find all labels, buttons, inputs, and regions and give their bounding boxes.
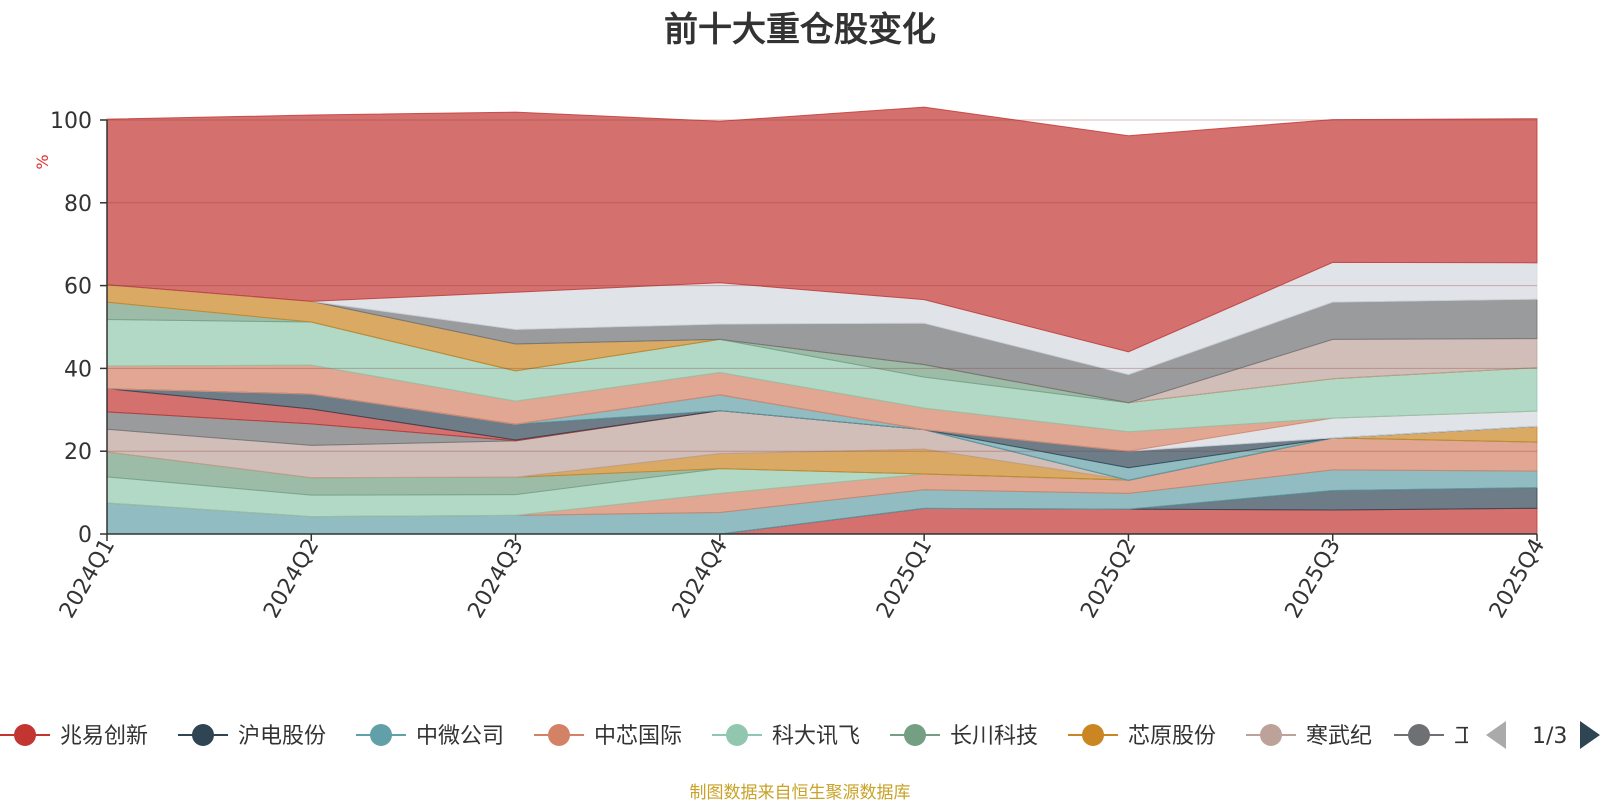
legend-item[interactable]: 中微公司: [356, 724, 504, 749]
legend-label: 寒武纪: [1306, 724, 1372, 749]
legend[interactable]: 兆易创新 沪电股份 中微公司 中芯国际 科大讯飞 长川科技 芯原股份 寒武纪 工业富联: [0, 724, 1542, 749]
x-tick-label: 2025Q4: [1485, 535, 1550, 623]
legend-marker-icon: [726, 724, 748, 746]
legend-marker-icon: [14, 724, 36, 746]
x-tick-label: 2025Q2: [1076, 535, 1141, 623]
y-axis-label: %: [33, 154, 52, 169]
legend-marker-icon: [192, 724, 214, 746]
x-tick-label: 2024Q4: [668, 535, 733, 623]
y-tick-label: 80: [64, 192, 92, 217]
data-source-note: 制图数据来自恒生聚源数据库: [689, 783, 911, 803]
legend-item[interactable]: 工业富联: [1394, 724, 1542, 749]
legend-prev-icon[interactable]: [1486, 721, 1506, 749]
legend-page-indicator: 1/3: [1532, 724, 1567, 749]
area-series-23[interactable]: [106, 106, 1538, 353]
legend-item[interactable]: 长川科技: [890, 724, 1038, 749]
legend-marker-icon: [1082, 724, 1104, 746]
legend-item[interactable]: 科大讯飞: [712, 724, 860, 749]
legend-item[interactable]: 沪电股份: [178, 724, 326, 749]
x-tick-label: 2024Q3: [463, 535, 528, 623]
x-tick-label: 2025Q1: [872, 535, 937, 623]
x-tick-label: 2025Q3: [1281, 535, 1346, 623]
grid-lines: [107, 119, 1537, 452]
legend-item[interactable]: 芯原股份: [1068, 724, 1216, 749]
legend-marker-icon: [370, 724, 392, 746]
x-tick-label: 2024Q2: [259, 535, 324, 623]
y-tick-label: 0: [78, 523, 92, 548]
legend-label: 中芯国际: [594, 724, 682, 749]
legend-label: 工业富联: [1454, 724, 1542, 749]
legend-item[interactable]: 中芯国际: [534, 724, 682, 749]
legend-label: 兆易创新: [60, 724, 148, 749]
legend-marker-icon: [904, 724, 926, 746]
legend-label: 沪电股份: [238, 724, 326, 749]
legend-marker-icon: [1408, 724, 1430, 746]
legend-item[interactable]: 兆易创新: [0, 724, 148, 749]
legend-label: 中微公司: [416, 724, 504, 749]
area-layers: [106, 106, 1538, 535]
legend-next-icon[interactable]: [1580, 721, 1600, 749]
legend-label: 芯原股份: [1128, 724, 1216, 749]
y-tick-label: 40: [64, 357, 92, 382]
legend-label: 长川科技: [950, 724, 1038, 749]
legend-marker-icon: [548, 724, 570, 746]
legend-marker-icon: [1260, 724, 1282, 746]
y-tick-label: 60: [64, 275, 92, 300]
legend-label: 科大讯飞: [772, 724, 860, 749]
legend-item[interactable]: 寒武纪: [1246, 724, 1372, 749]
legend-pager[interactable]: 1/3: [1486, 721, 1600, 749]
y-tick-label: 20: [64, 440, 92, 465]
chart-title: 前十大重仓股变化: [664, 10, 936, 50]
y-tick-label: 100: [50, 109, 92, 134]
